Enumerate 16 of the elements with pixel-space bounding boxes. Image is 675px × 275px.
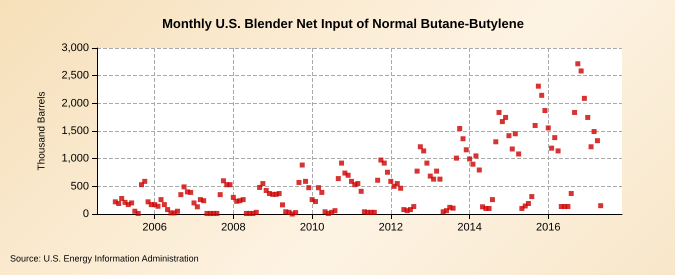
x-tick-label: 2010 xyxy=(300,222,324,234)
y-tick-label: 1,500 xyxy=(61,125,89,137)
x-tick-label: 2016 xyxy=(536,222,561,234)
y-tick-label: 1,000 xyxy=(61,152,89,165)
chart-title: Monthly U.S. Blender Net Input of Normal Butane-Butylene xyxy=(162,16,524,31)
x-tick-label: 2012 xyxy=(378,222,404,234)
x-tick-label: 2008 xyxy=(221,222,246,234)
y-tick-label: 2,000 xyxy=(61,97,89,110)
y-tick-label: 0 xyxy=(82,208,89,220)
x-tick-label: 2014 xyxy=(457,222,482,234)
x-tick-label: 2006 xyxy=(142,222,167,234)
y-axis-title: Thousand Barrels xyxy=(36,92,48,170)
y-tick-label: 500 xyxy=(70,180,89,192)
y-tick-label: 3,000 xyxy=(61,42,89,54)
source-note: Source: U.S. Energy Information Administration xyxy=(10,254,199,264)
y-tick-label: 2,500 xyxy=(61,70,89,82)
